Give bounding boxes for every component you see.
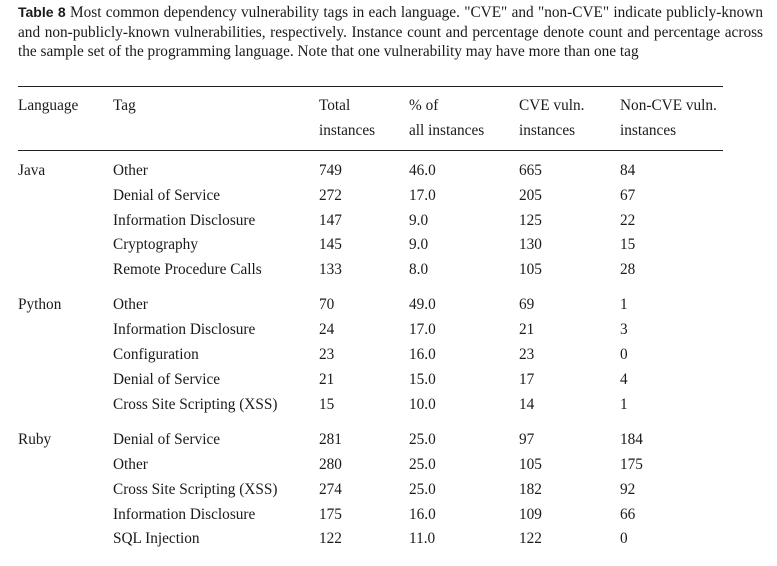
- tag-cell: Information Disclosure: [113, 321, 256, 338]
- language-cell: Python: [18, 296, 62, 313]
- cve-cell: 109: [519, 506, 542, 523]
- noncve-cell: 0: [620, 346, 628, 363]
- cve-cell: 665: [519, 162, 542, 179]
- cve-cell: 105: [519, 456, 542, 473]
- noncve-cell: 4: [620, 371, 628, 388]
- header-total-line1: Total: [319, 97, 351, 114]
- noncve-cell: 175: [620, 456, 643, 473]
- header-cve-line1: CVE vuln.: [519, 97, 585, 114]
- pct-cell: 11.0: [409, 530, 436, 547]
- tag-cell: Information Disclosure: [113, 212, 256, 229]
- pct-cell: 10.0: [409, 396, 436, 413]
- pct-cell: 9.0: [409, 236, 429, 253]
- header-noncve-line1: Non-CVE vuln.: [620, 97, 717, 114]
- cve-cell: 69: [519, 296, 535, 313]
- cve-cell: 23: [519, 346, 535, 363]
- total-cell: 280: [319, 456, 342, 473]
- pct-cell: 25.0: [409, 431, 436, 448]
- cve-cell: 97: [519, 431, 535, 448]
- tag-cell: Cross Site Scripting (XSS): [113, 396, 278, 413]
- pct-cell: 16.0: [409, 346, 436, 363]
- header-total-line2: instances: [319, 122, 376, 139]
- header-tag: Tag: [113, 97, 136, 114]
- tag-cell: Denial of Service: [113, 431, 221, 448]
- cve-cell: 125: [519, 212, 542, 229]
- noncve-cell: 92: [620, 481, 636, 498]
- noncve-cell: 0: [620, 530, 628, 547]
- total-cell: 145: [319, 236, 342, 253]
- tag-cell: Denial of Service: [113, 187, 221, 204]
- pct-cell: 17.0: [409, 321, 436, 338]
- noncve-cell: 3: [620, 321, 628, 338]
- tag-cell: Denial of Service: [113, 371, 221, 388]
- cve-cell: 205: [519, 187, 542, 204]
- header-pct-line1: % of: [409, 97, 439, 114]
- header-cve-line2: instances: [519, 122, 576, 139]
- total-cell: 133: [319, 261, 342, 278]
- noncve-cell: 184: [620, 431, 643, 448]
- pct-cell: 16.0: [409, 506, 436, 523]
- tag-cell: Other: [113, 162, 148, 179]
- total-cell: 70: [319, 296, 335, 313]
- total-cell: 122: [319, 530, 342, 547]
- noncve-cell: 67: [620, 187, 636, 204]
- table-caption: Table 8 Most common dependency vulnerabi…: [18, 3, 763, 62]
- tag-cell: Cryptography: [113, 236, 198, 253]
- total-cell: 175: [319, 506, 342, 523]
- pct-cell: 25.0: [409, 456, 436, 473]
- header-rule: [18, 150, 723, 151]
- total-cell: 274: [319, 481, 342, 498]
- total-cell: 15: [319, 396, 335, 413]
- pct-cell: 9.0: [409, 212, 429, 229]
- cve-cell: 105: [519, 261, 542, 278]
- total-cell: 23: [319, 346, 335, 363]
- cve-cell: 182: [519, 481, 542, 498]
- pct-cell: 46.0: [409, 162, 436, 179]
- header-pct-line2: all instances: [409, 122, 485, 139]
- caption-text: Most common dependency vulnerability tag…: [18, 4, 763, 61]
- top-rule: [18, 86, 723, 87]
- tag-cell: Configuration: [113, 346, 199, 363]
- pct-cell: 8.0: [409, 261, 429, 278]
- tag-cell: Remote Procedure Calls: [113, 261, 262, 278]
- cve-cell: 14: [519, 396, 535, 413]
- language-cell: Ruby: [18, 431, 52, 448]
- total-cell: 272: [319, 187, 342, 204]
- header-noncve-line2: instances: [620, 122, 677, 139]
- total-cell: 147: [319, 212, 342, 229]
- noncve-cell: 1: [620, 396, 628, 413]
- total-cell: 749: [319, 162, 342, 179]
- tag-cell: Cross Site Scripting (XSS): [113, 481, 278, 498]
- language-cell: Java: [18, 162, 46, 179]
- header-language: Language: [18, 97, 79, 114]
- cve-cell: 122: [519, 530, 542, 547]
- pct-cell: 25.0: [409, 481, 436, 498]
- tag-cell: Other: [113, 456, 148, 473]
- total-cell: 281: [319, 431, 342, 448]
- noncve-cell: 1: [620, 296, 628, 313]
- tag-cell: Information Disclosure: [113, 506, 256, 523]
- noncve-cell: 66: [620, 506, 636, 523]
- cve-cell: 21: [519, 321, 535, 338]
- noncve-cell: 84: [620, 162, 636, 179]
- pct-cell: 17.0: [409, 187, 436, 204]
- cve-cell: 17: [519, 371, 535, 388]
- total-cell: 21: [319, 371, 335, 388]
- noncve-cell: 22: [620, 212, 636, 229]
- pct-cell: 15.0: [409, 371, 436, 388]
- noncve-cell: 15: [620, 236, 636, 253]
- table-label: Table 8: [18, 4, 66, 20]
- total-cell: 24: [319, 321, 335, 338]
- tag-cell: Other: [113, 296, 148, 313]
- tag-cell: SQL Injection: [113, 530, 200, 547]
- pct-cell: 49.0: [409, 296, 436, 313]
- noncve-cell: 28: [620, 261, 636, 278]
- cve-cell: 130: [519, 236, 542, 253]
